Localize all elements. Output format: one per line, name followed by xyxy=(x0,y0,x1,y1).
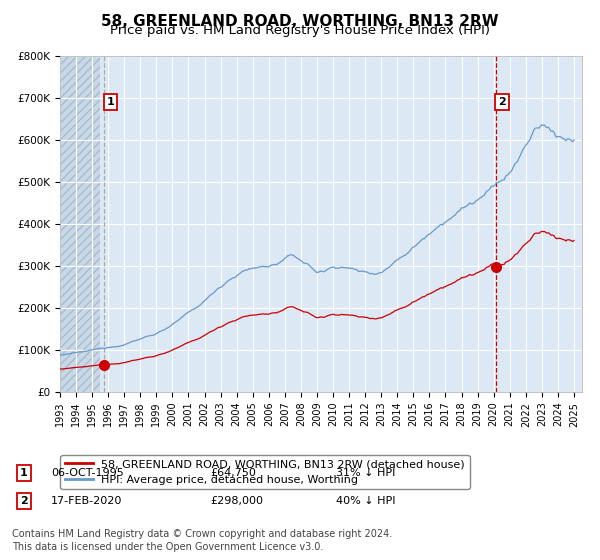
Text: 2: 2 xyxy=(20,496,28,506)
Text: 40% ↓ HPI: 40% ↓ HPI xyxy=(336,496,395,506)
Text: 1: 1 xyxy=(107,97,115,107)
Text: Price paid vs. HM Land Registry's House Price Index (HPI): Price paid vs. HM Land Registry's House … xyxy=(110,24,490,37)
Text: 1: 1 xyxy=(20,468,28,478)
Text: £298,000: £298,000 xyxy=(210,496,263,506)
Text: Contains HM Land Registry data © Crown copyright and database right 2024.
This d: Contains HM Land Registry data © Crown c… xyxy=(12,529,392,552)
Text: 06-OCT-1995: 06-OCT-1995 xyxy=(51,468,124,478)
Text: 2: 2 xyxy=(498,97,506,107)
Text: £64,750: £64,750 xyxy=(210,468,256,478)
Bar xyxy=(60,56,100,392)
Bar xyxy=(60,56,100,392)
Legend: 58, GREENLAND ROAD, WORTHING, BN13 2RW (detached house), HPI: Average price, det: 58, GREENLAND ROAD, WORTHING, BN13 2RW (… xyxy=(61,455,470,489)
Text: 31% ↓ HPI: 31% ↓ HPI xyxy=(336,468,395,478)
Text: 58, GREENLAND ROAD, WORTHING, BN13 2RW: 58, GREENLAND ROAD, WORTHING, BN13 2RW xyxy=(101,14,499,29)
Text: 17-FEB-2020: 17-FEB-2020 xyxy=(51,496,122,506)
